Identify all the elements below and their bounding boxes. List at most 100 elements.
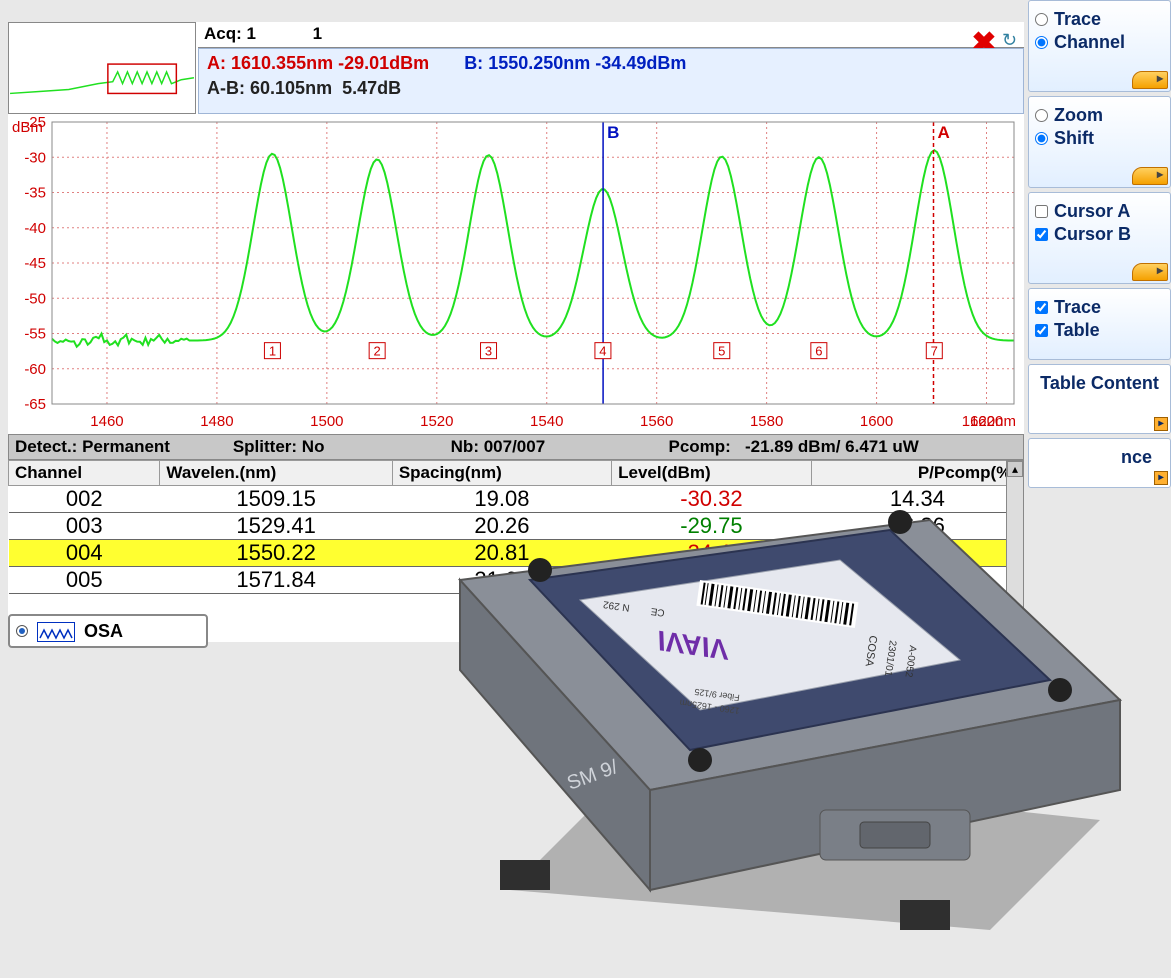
table-row[interactable]: 0031529.4120.26-29.7516.36 — [9, 513, 1024, 540]
label-trace2[interactable]: Trace — [1054, 297, 1101, 318]
svg-text:B: B — [607, 123, 619, 142]
acq-val: 1 — [247, 24, 256, 43]
label-cursor-a[interactable]: Cursor A — [1054, 201, 1130, 222]
table-cell: 14.34 — [811, 486, 1023, 513]
radio-channel[interactable] — [1035, 36, 1048, 49]
svg-text:-30: -30 — [24, 149, 46, 166]
svg-text:1260 - 1625nm: 1260 - 1625nm — [679, 698, 740, 716]
overview-thumbnail[interactable] — [8, 22, 196, 114]
table-row[interactable]: 0051571.8421.63-29.88 — [9, 567, 1024, 594]
svg-text:3: 3 — [485, 344, 492, 359]
svg-text:-45: -45 — [24, 255, 46, 272]
svg-text:1500: 1500 — [310, 413, 343, 430]
cursor-b-text: B: 1550.250nm -34.49dBm — [464, 53, 686, 73]
svg-text:-55: -55 — [24, 326, 46, 343]
svg-text:1540: 1540 — [530, 413, 563, 430]
thumbnail-svg — [9, 23, 195, 113]
svg-text:-50: -50 — [24, 290, 46, 307]
panel3-expand-icon[interactable] — [1132, 263, 1168, 281]
table-cell — [811, 567, 1023, 594]
table-cell: 002 — [9, 486, 160, 513]
info-bar: Detect.: Permanent Splitter: No Nb: 007/… — [8, 434, 1024, 460]
btn-advance[interactable]: nce ▸ — [1028, 438, 1171, 488]
table-cell: -30.32 — [612, 486, 812, 513]
table-cell: 003 — [9, 513, 160, 540]
svg-text:1580: 1580 — [750, 413, 783, 430]
svg-text:1: 1 — [269, 344, 276, 359]
panel-trace-channel: Trace Channel — [1028, 0, 1171, 92]
svg-text:1480: 1480 — [200, 413, 233, 430]
label-trace[interactable]: Trace — [1054, 9, 1101, 30]
table-cell: 1550.22 — [160, 540, 392, 567]
check-cursor-a[interactable] — [1035, 205, 1048, 218]
cursor-readout: A: 1610.355nm -29.01dBm B: 1550.250nm -3… — [198, 48, 1024, 114]
radio-zoom[interactable] — [1035, 109, 1048, 122]
cursor-a-text: A: 1610.355nm -29.01dBm — [207, 53, 434, 73]
table-cell: 005 — [9, 567, 160, 594]
label-cursor-b[interactable]: Cursor B — [1054, 224, 1131, 245]
svg-text:4: 4 — [599, 344, 606, 359]
check-cursor-b[interactable] — [1035, 228, 1048, 241]
table-cell: -29.88 — [612, 567, 812, 594]
svg-text:7: 7 — [931, 344, 938, 359]
table-cell: 1509.15 — [160, 486, 392, 513]
table-cell — [811, 540, 1023, 567]
osa-wave-icon — [37, 622, 75, 642]
osa-radio-icon — [16, 625, 28, 637]
arrow-icon: ▸ — [1154, 471, 1168, 485]
btn-table-content[interactable]: Table Content ▸ — [1028, 364, 1171, 434]
svg-text:6: 6 — [815, 344, 822, 359]
panel1-expand-icon[interactable] — [1132, 71, 1168, 89]
table-col-header[interactable]: Channel — [9, 461, 160, 486]
cursor-diff-text: A-B: 60.105nm 5.47dB — [207, 78, 1015, 99]
table-col-header[interactable]: P/Pcomp(%) — [811, 461, 1023, 486]
table-col-header[interactable]: Level(dBm) — [612, 461, 812, 486]
svg-text:Fiber 9/125: Fiber 9/125 — [694, 687, 740, 703]
table-cell: 1529.41 — [160, 513, 392, 540]
table-col-header[interactable]: Spacing(nm) — [392, 461, 611, 486]
radio-trace[interactable] — [1035, 13, 1048, 26]
panel-cursors: Cursor A Cursor B — [1028, 192, 1171, 284]
radio-shift[interactable] — [1035, 132, 1048, 145]
table-cell: -34.48 — [612, 540, 812, 567]
spectrum-chart[interactable]: -65-60-55-50-45-40-35-30-25dBm1460148015… — [8, 116, 1024, 434]
osa-tab[interactable]: OSA — [8, 614, 208, 648]
label-channel[interactable]: Channel — [1054, 32, 1125, 53]
scroll-up-icon[interactable]: ▴ — [1007, 461, 1023, 477]
acq-label: Acq: — [204, 24, 242, 43]
label-shift[interactable]: Shift — [1054, 128, 1094, 149]
table-row[interactable]: 0021509.1519.08-30.3214.34 — [9, 486, 1024, 513]
panel2-expand-icon[interactable] — [1132, 167, 1168, 185]
svg-text:2: 2 — [374, 344, 381, 359]
table-cell: 1571.84 — [160, 567, 392, 594]
table-cell: 004 — [9, 540, 160, 567]
svg-text:-60: -60 — [24, 361, 46, 378]
channel-table: ChannelWavelen.(nm)Spacing(nm)Level(dBm)… — [8, 460, 1024, 594]
label-zoom[interactable]: Zoom — [1054, 105, 1103, 126]
svg-text:A: A — [937, 123, 949, 142]
svg-text:dBm: dBm — [12, 119, 43, 136]
table-cell: 16.36 — [811, 513, 1023, 540]
osa-label: OSA — [84, 621, 123, 641]
check-trace[interactable] — [1035, 301, 1048, 314]
label-table[interactable]: Table — [1054, 320, 1100, 341]
check-table[interactable] — [1035, 324, 1048, 337]
table-row[interactable]: 0041550.2220.81-34.48 — [9, 540, 1024, 567]
table-cell: 21.63 — [392, 567, 611, 594]
panel-zoom-shift: Zoom Shift — [1028, 96, 1171, 188]
table-scrollbar[interactable]: ▴ — [1006, 460, 1024, 610]
table-body: 0021509.1519.08-30.3214.340031529.4120.2… — [9, 486, 1024, 594]
table-cell: 20.81 — [392, 540, 611, 567]
svg-text:1620nm: 1620nm — [962, 413, 1016, 430]
svg-text:1600: 1600 — [860, 413, 893, 430]
svg-text:1560: 1560 — [640, 413, 673, 430]
svg-text:SM 9/: SM 9/ — [564, 756, 621, 795]
acq-val2: 1 — [313, 24, 322, 43]
svg-text:A-0052: A-0052 — [902, 645, 917, 679]
table-cell: 19.08 — [392, 486, 611, 513]
sidebar: Trace Channel Zoom Shift Cursor A Cursor… — [1028, 0, 1171, 660]
chart-svg: -65-60-55-50-45-40-35-30-25dBm1460148015… — [8, 116, 1024, 434]
arrow-icon: ▸ — [1154, 417, 1168, 431]
svg-text:-40: -40 — [24, 220, 46, 237]
table-col-header[interactable]: Wavelen.(nm) — [160, 461, 392, 486]
